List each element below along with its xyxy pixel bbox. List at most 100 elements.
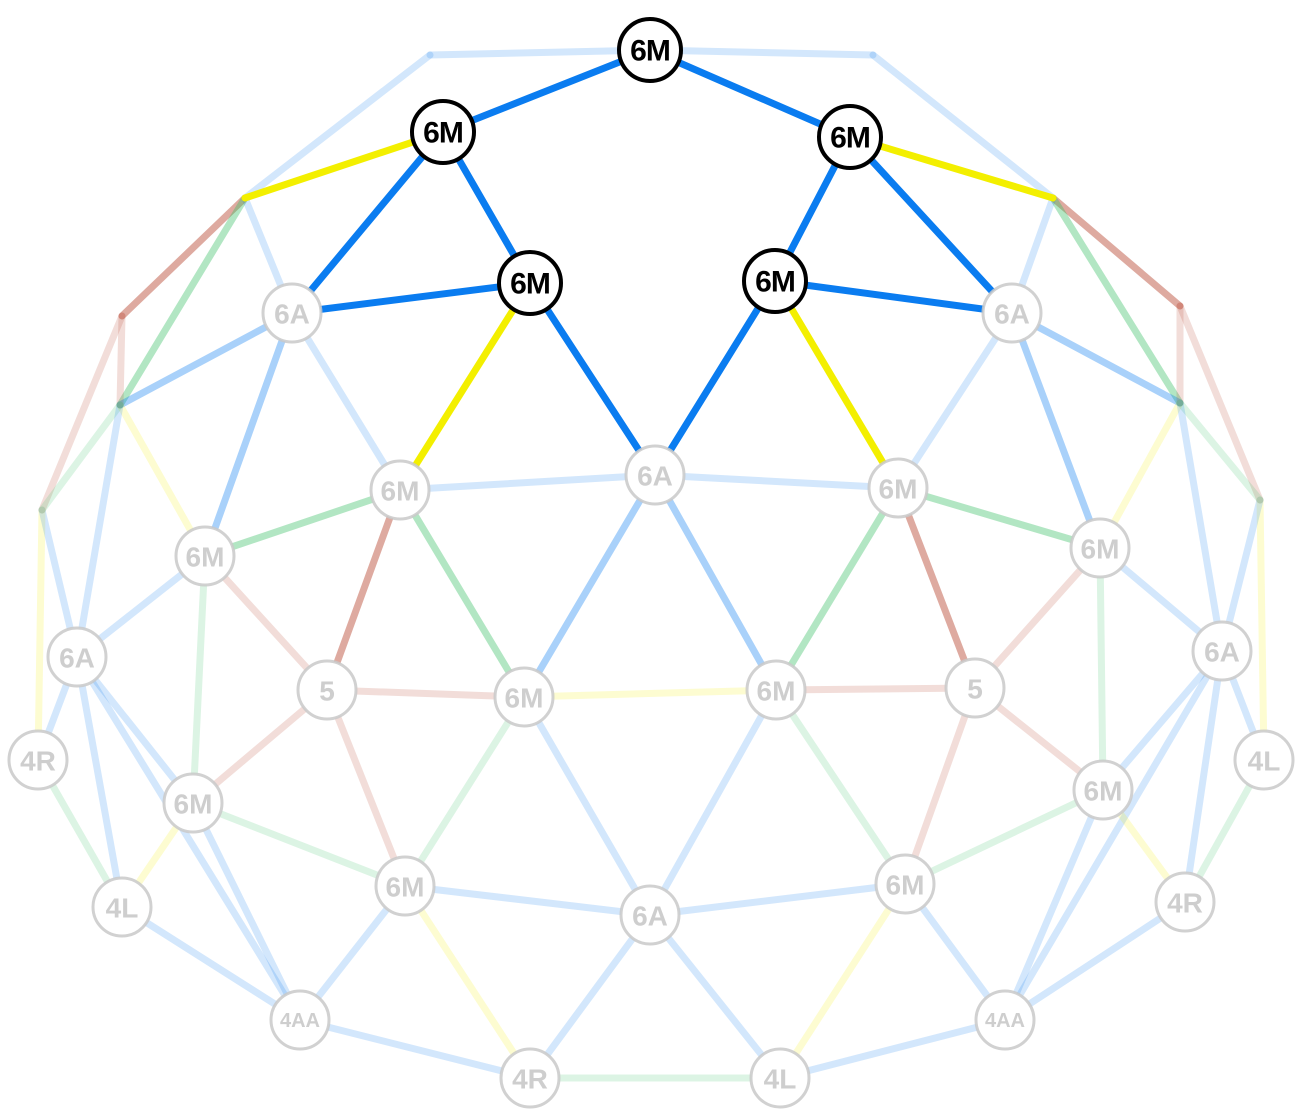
strut-blue-a2-f2 [1008, 309, 1104, 552]
strut-blue-a1-f1 [201, 309, 296, 560]
hub-ring [369, 459, 431, 521]
strut-blue-p_l2-g1 [73, 401, 124, 661]
strut-green-f1-e1 [201, 486, 404, 560]
hub-ring [1072, 759, 1134, 821]
hub-label: 6M [755, 266, 795, 299]
hub-label: 6M [879, 474, 918, 505]
strut-blue-l1-m [401, 882, 654, 919]
hub-ring [174, 525, 236, 587]
hub-k2-faded: 6M [1072, 759, 1134, 821]
strut-green-e1-i1 [396, 486, 528, 701]
hub-i2-faded: 6M [745, 659, 807, 721]
strut-blue-a1-p_l2 [116, 309, 296, 409]
hub-label: 6M [186, 542, 225, 573]
hub-n1-faded: 4L [91, 876, 153, 938]
hub-ring [493, 666, 555, 728]
strut-red-h2-i2 [772, 684, 979, 694]
hub-m-faded: 6A [619, 884, 681, 946]
hub-e1-faded: 6M [369, 459, 431, 521]
strut-yellow-p_r3-j2 [1256, 496, 1268, 764]
hub-label: 4L [106, 893, 139, 924]
strut-green-f1-k1 [189, 552, 209, 807]
hub-ring [1154, 871, 1216, 933]
strut-blue-i1-m [520, 693, 654, 919]
hub-label: 6A [994, 299, 1030, 330]
hub-j1-faded: 4R [7, 729, 69, 791]
hub-f2-faded: 6M [1069, 517, 1131, 579]
strut-green-f2-k2 [1096, 544, 1107, 794]
strut-blue-mr-a2 [771, 277, 1016, 317]
strut-blue-pt_l-p_tl [241, 51, 434, 202]
strut-yellow-l2-p2 [776, 880, 909, 1082]
strut-blue-e2-c [651, 471, 902, 492]
hub-ring [499, 1047, 561, 1109]
hub-c-faded: 6A [624, 444, 686, 506]
hub-ring [46, 626, 108, 688]
hub-h2-faded: 5 [944, 657, 1006, 719]
hub-p1-faded: 4R [499, 1047, 561, 1109]
strut-blue-ml-c [526, 279, 659, 479]
strut-red-p_l1-p_l3 [38, 312, 126, 514]
hub-l1-faded: 6M [374, 855, 436, 917]
hub-label: 6M [505, 683, 544, 714]
strut-green-i1-l1 [401, 693, 528, 890]
strut-blue-pt_r-p_tr [869, 51, 1057, 202]
hub-ring [745, 659, 807, 721]
strut-blue-o2-p2 [776, 1016, 1009, 1082]
strut-blue-g1-k1 [73, 653, 197, 807]
strut-blue-c-i1 [520, 471, 659, 701]
hub-label: 6M [830, 122, 870, 155]
strut-blue-p_r2-g2 [1176, 399, 1226, 655]
strut-blue-g2-n2 [1181, 647, 1226, 906]
strut-blue-m-p1 [526, 911, 654, 1082]
strut-green-p_tl-p_l2 [116, 194, 249, 409]
hub-ring [749, 1047, 811, 1109]
hub-label: 6M [386, 872, 425, 903]
hub-mr-active: 6M [742, 248, 808, 314]
strut-blue-g1-o1 [73, 653, 304, 1024]
hub-n2-faded: 4R [1154, 871, 1216, 933]
hub-ring [1069, 517, 1131, 579]
active-struts-layer [241, 46, 1057, 494]
hub-j2-faded: 4L [1233, 729, 1295, 791]
hub-l2-faded: 6M [874, 853, 936, 915]
strut-yellow-ml-e1 [396, 279, 534, 494]
hub-ring [944, 657, 1006, 719]
hub-a2-faded: 6A [981, 282, 1043, 344]
strut-blue-m-p2 [646, 911, 784, 1082]
hub-label: 6M [174, 789, 213, 820]
hub-ring [91, 876, 153, 938]
strut-red-p_l1-p_l2 [116, 312, 126, 409]
hub-label: 6M [423, 117, 463, 150]
strut-blue-n1-o1 [118, 903, 304, 1024]
hub-g1-faded: 6A [46, 626, 108, 688]
hub-ring [410, 99, 476, 165]
hub-label: 6M [1081, 534, 1120, 565]
strut-blue-top-tr [646, 46, 854, 141]
strut-green-k1-l1 [189, 799, 409, 890]
strut-blue-tl-a1 [288, 128, 447, 317]
strut-red-e1-h1 [323, 486, 404, 694]
hubs-layer: 6M 6M 6M 6M 6M 6A 6A 6A 6M 6M 6M 6M 6A 6A 5 5 6M 6M 4R 4L 6M… [7, 17, 1295, 1109]
strut-green-p_r2-p_r3 [1176, 399, 1264, 504]
strut-yellow-tr-p_tr [846, 133, 1057, 202]
hub-f1-faded: 6M [174, 525, 236, 587]
hub-ring [261, 282, 323, 344]
hub-ml-active: 6M [497, 250, 563, 316]
strut-red-p_tr-p_r1 [1049, 194, 1184, 310]
hub-a1-faded: 6A [261, 282, 323, 344]
strut-blue-l2-m [646, 880, 909, 919]
hub-label: 5 [967, 674, 983, 705]
hub-label: 6M [630, 35, 670, 68]
hub-label: 6A [59, 643, 95, 674]
hub-top-active: 6M [617, 17, 683, 83]
hub-ring [1233, 729, 1295, 791]
strut-green-k2-l2 [901, 786, 1107, 888]
strut-blue-i2-m [646, 686, 780, 919]
hub-label: 6M [510, 268, 550, 301]
hub-i1-faded: 6M [493, 666, 555, 728]
hub-label: 5 [319, 676, 335, 707]
strut-green-e2-i2 [772, 484, 902, 694]
strut-blue-a2-p_r2 [1008, 309, 1184, 407]
